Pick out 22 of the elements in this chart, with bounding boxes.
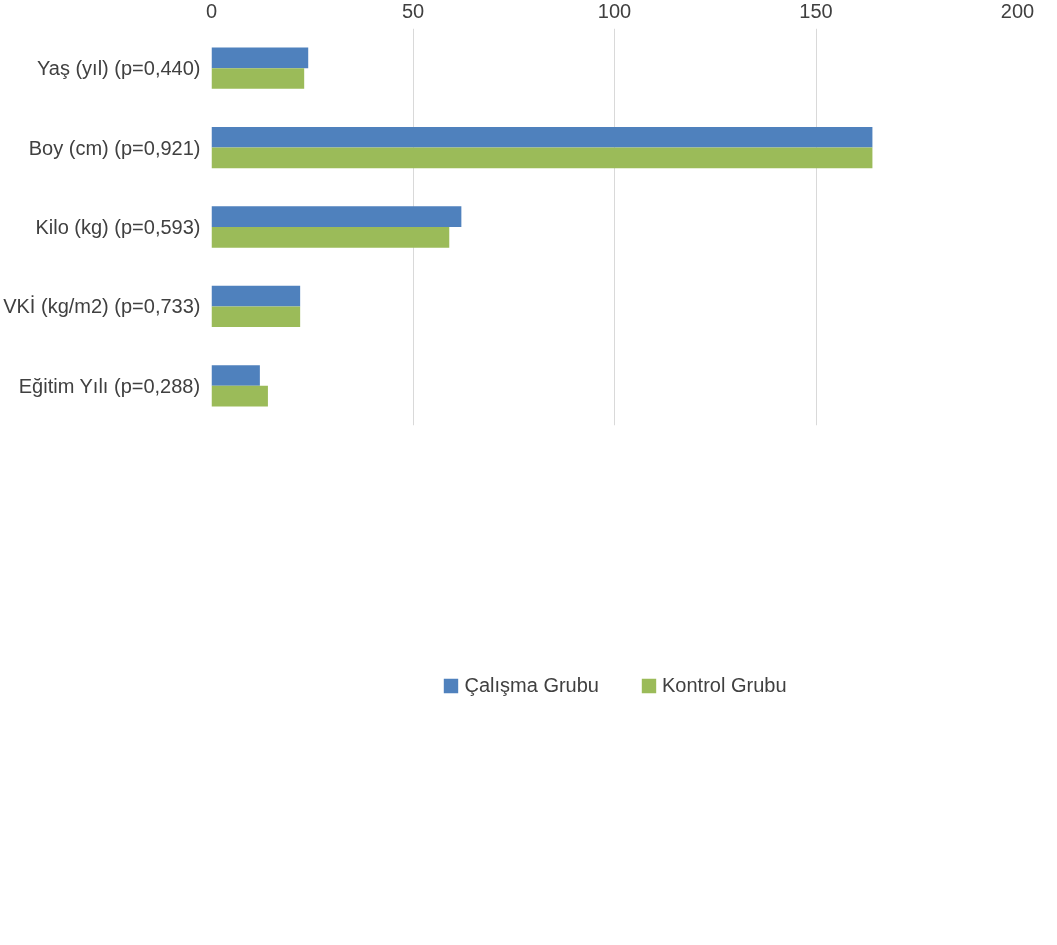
- bar: [211, 126, 873, 148]
- y-tick-label: Kilo (kg) (p=0,593): [35, 216, 201, 238]
- x-tick-label: 50: [401, 0, 425, 22]
- bar: [211, 47, 309, 69]
- bar: [211, 68, 305, 89]
- y-tick-label: VKİ (kg/m2) (p=0,733): [3, 295, 201, 318]
- bar: [211, 147, 873, 169]
- y-tick-label: Yaş (yıl) (p=0,440): [36, 57, 201, 80]
- x-tick-label: 150: [799, 0, 833, 22]
- x-tick-label: 200: [1000, 0, 1035, 22]
- bar: [211, 365, 260, 386]
- bar: [211, 285, 301, 307]
- x-tick-label: 0: [205, 0, 218, 22]
- y-tick-label: Eğitim Yılı (p=0,288): [18, 374, 201, 397]
- legend-label: Çalışma Grubu: [464, 673, 599, 697]
- bar: [211, 227, 450, 248]
- bar: [211, 385, 268, 407]
- y-tick-label: Boy (cm) (p=0,921): [28, 136, 201, 159]
- bar: [211, 306, 301, 328]
- legend-label: Kontrol Grubu: [661, 673, 787, 697]
- bar: [211, 206, 462, 227]
- x-tick-label: 100: [597, 0, 632, 22]
